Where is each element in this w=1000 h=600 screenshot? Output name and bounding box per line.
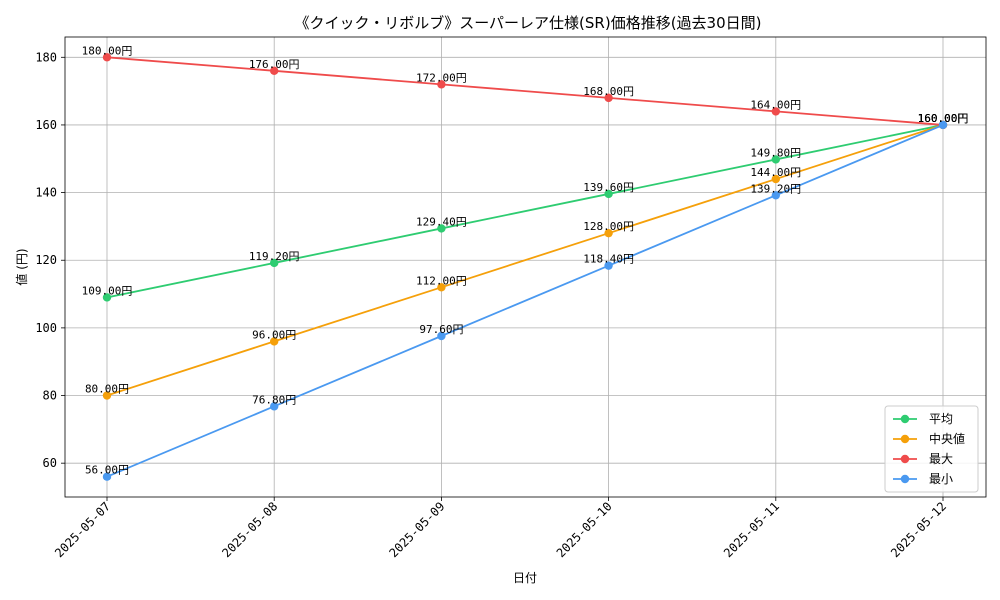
data-label: 160.00円 [918, 112, 969, 125]
data-label: 109.00円 [82, 284, 133, 297]
x-tick-label: 2025-05-07 [52, 499, 113, 560]
data-label: 139.20円 [750, 182, 801, 195]
legend-swatch-marker [900, 454, 910, 464]
series-line [106, 124, 944, 397]
data-point [270, 337, 279, 346]
data-point [604, 228, 613, 238]
y-tick-label: 120 [35, 253, 57, 267]
legend-swatch-marker [900, 434, 910, 444]
data-label: 139.60円 [583, 181, 634, 194]
y-tick-label: 140 [35, 186, 57, 200]
data-point [102, 472, 112, 481]
plot-frame [64, 36, 987, 498]
data-point [270, 258, 279, 268]
legend-swatch-marker [900, 474, 910, 484]
series-layer [102, 53, 948, 481]
data-point [437, 80, 446, 89]
legend-label: 中央値 [929, 431, 965, 446]
data-label: 164.00円 [750, 98, 801, 111]
y-tick-label: 60 [43, 456, 57, 470]
data-label: 96.00円 [252, 328, 296, 341]
data-label: 56.00円 [85, 464, 129, 477]
series-line [106, 56, 944, 126]
y-tick-label: 100 [35, 321, 57, 335]
x-tick-label: 2025-05-12 [888, 499, 949, 560]
legend-label: 最小 [929, 472, 953, 486]
data-point [938, 120, 948, 130]
data-label: 97.60円 [419, 323, 463, 336]
legend-box [884, 405, 979, 493]
data-point [604, 189, 613, 199]
data-point [604, 93, 613, 103]
data-label: 76.80円 [252, 393, 296, 406]
x-tick-label: 2025-05-08 [219, 499, 280, 560]
data-point [102, 391, 112, 400]
data-label-layer: 109.00円 119.20円 129.40円 139.60円 149.80円 160.0… [82, 44, 969, 476]
data-label: 180.00円 [82, 44, 133, 57]
chart-title: 《クイック・リボルブ》スーパーレア仕様(SR)価格推移(過去30日間) [295, 14, 762, 32]
data-point [771, 107, 780, 116]
y-tick-label: 160 [35, 118, 57, 132]
data-label: 128.00円 [583, 220, 634, 233]
series-line [106, 124, 944, 478]
x-axis-label: 日付 [513, 571, 537, 585]
data-point [102, 53, 112, 62]
data-label: 176.00円 [249, 58, 300, 71]
data-label: 149.80円 [750, 146, 801, 159]
grid-layer [65, 37, 986, 497]
data-label: 144.00円 [750, 166, 801, 179]
data-point [604, 261, 613, 270]
series-line [106, 124, 944, 299]
data-point [771, 191, 780, 200]
data-label: 118.40円 [583, 253, 634, 266]
data-point [771, 155, 780, 164]
y-tick-label: 80 [43, 389, 57, 403]
x-tick-label: 2025-05-09 [387, 499, 448, 560]
legend-label: 最大 [929, 452, 953, 466]
y-tick-label: 180 [35, 50, 57, 64]
x-tick-label: 2025-05-11 [721, 499, 782, 560]
legend-swatch-marker [900, 414, 910, 424]
data-label: 172.00円 [416, 71, 467, 84]
y-axis-label: 値 (円) [14, 248, 29, 285]
data-point [102, 293, 112, 302]
data-label: 160.00円 [918, 112, 969, 125]
data-label: 168.00円 [583, 85, 634, 98]
data-point [437, 224, 446, 233]
data-point [771, 174, 780, 184]
data-label: 112.00円 [416, 274, 467, 287]
data-label: 160.00円 [918, 112, 969, 125]
data-point [437, 283, 446, 292]
data-label: 129.40円 [416, 215, 467, 228]
data-point [270, 66, 279, 76]
tick-layer: 2025-05-07 2025-05-08 2025-05-09 2025-05-10… [35, 50, 949, 560]
data-point [437, 331, 446, 341]
x-tick-label: 2025-05-10 [554, 499, 615, 560]
data-label: 119.20円 [249, 250, 300, 263]
data-label: 160.00円 [918, 112, 969, 125]
legend-label: 平均 [929, 412, 953, 426]
data-point [270, 402, 279, 411]
data-label: 80.00円 [85, 383, 129, 396]
